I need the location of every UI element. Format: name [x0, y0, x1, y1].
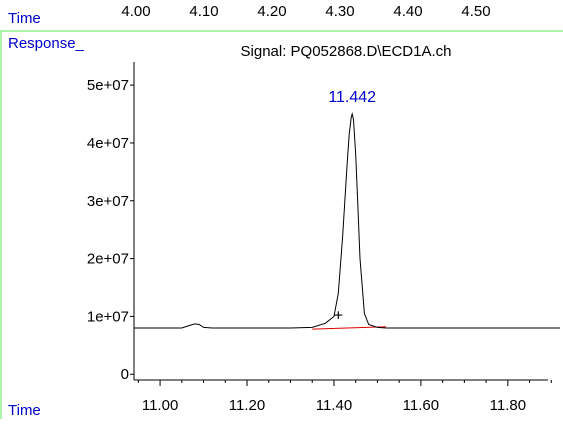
integration-start-marker: + [334, 308, 343, 325]
y-tick-label: 0 [121, 366, 129, 383]
header-time-tick: 4.10 [189, 3, 218, 20]
header-time-ticks: 4.00 4.10 4.20 4.30 4.40 4.50 [121, 3, 490, 20]
y-tick-label: 4e+07 [87, 135, 129, 152]
x-tick-label: 11.00 [142, 397, 178, 414]
time-label-top: Time [8, 10, 41, 27]
y-axis-label: Response_ [8, 35, 85, 52]
header-time-tick: 4.30 [325, 3, 354, 20]
x-axis-ticks: 11.00 11.20 11.40 11.60 11.80 [137, 380, 552, 414]
header-time-tick: 4.40 [393, 3, 422, 20]
header-time-tick: 4.00 [121, 3, 150, 20]
chart-title: Signal: PQ052868.D\ECD1A.ch [241, 43, 452, 60]
x-tick-label: 11.60 [403, 397, 439, 414]
header-time-tick: 4.50 [461, 3, 490, 20]
x-tick-label: 11.40 [316, 397, 352, 414]
x-axis-label: Time [8, 402, 41, 419]
x-tick-label: 11.20 [229, 397, 265, 414]
signal-trace [134, 112, 560, 329]
y-tick-label: 1e+07 [87, 308, 129, 325]
y-axis-ticks: 0 1e+07 2e+07 3e+07 4e+07 5e+07 [87, 77, 134, 383]
peak-retention-label: 11.442 [328, 89, 376, 106]
x-tick-label: 11.80 [490, 397, 526, 414]
y-tick-label: 5e+07 [87, 77, 129, 94]
y-tick-label: 2e+07 [87, 251, 129, 268]
header-time-tick: 4.20 [257, 3, 286, 20]
integration-baseline [312, 326, 387, 330]
y-tick-label: 3e+07 [87, 193, 129, 210]
